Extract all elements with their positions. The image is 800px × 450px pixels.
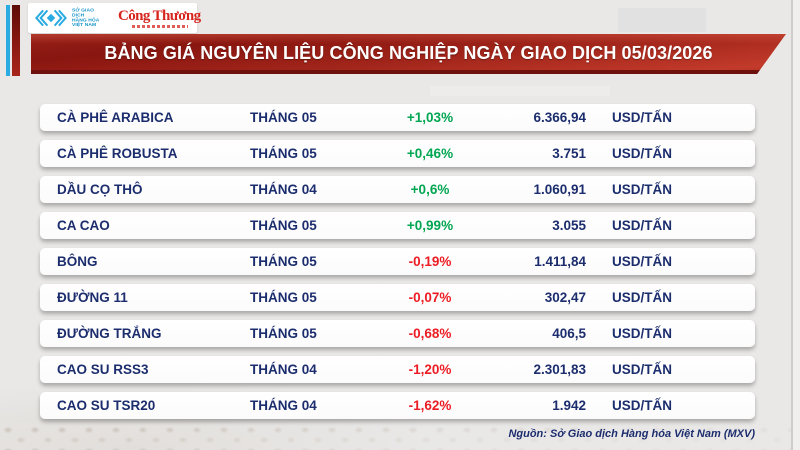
cell-price: 6.366,94 <box>533 110 586 125</box>
cell-change: -1,62% <box>408 398 452 413</box>
cell-unit: USD/TẤN <box>612 182 672 197</box>
cell-change: +1,03% <box>406 110 454 125</box>
congthuong-logo: Công Thương <box>118 7 201 28</box>
cell-month: THÁNG 05 <box>250 254 317 269</box>
cell-unit: USD/TẤN <box>612 218 672 233</box>
cell-unit: USD/TẤN <box>612 146 672 161</box>
table-row: CAO SU TSR20 THÁNG 04 -1,62% 1.942 USD/TẤN <box>40 392 755 419</box>
cell-month: THÁNG 05 <box>250 290 317 305</box>
congthuong-logo-text: Công Thương <box>118 7 201 24</box>
cell-unit: USD/TẤN <box>612 362 672 377</box>
cell-price: 1.411,84 <box>534 254 586 269</box>
table-row: CÀ PHÊ ARABICA THÁNG 05 +1,03% 6.366,94 USD/… <box>40 104 755 131</box>
table-row: CAO SU RSS3 THÁNG 04 -1,20% 2.301,83 USD/TẤN <box>40 356 755 383</box>
logo-card: SỞ GIAO DỊCH HÀNG HÓA VIỆT NAM Công Thươ… <box>28 3 201 33</box>
cell-unit: USD/TẤN <box>612 326 672 341</box>
cell-change: -0,07% <box>408 290 452 305</box>
page-title: BẢNG GIÁ NGUYÊN LIỆU CÔNG NGHIỆP NGÀY GI… <box>104 42 713 63</box>
cell-month: THÁNG 05 <box>250 110 317 125</box>
left-accent-bar-cyan <box>6 5 10 76</box>
mxv-line: VIỆT NAM <box>72 22 97 28</box>
background-blob <box>618 8 706 32</box>
cell-month: THÁNG 05 <box>250 146 317 161</box>
table-row: BÔNG THÁNG 05 -0,19% 1.411,84 USD/TẤN <box>40 248 755 275</box>
cell-change: +0,6% <box>410 182 450 197</box>
mxv-line: HÀNG HÓA <box>72 18 100 23</box>
table-row: ĐƯỜNG TRẮNG THÁNG 05 -0,68% 406,5 USD/TẤN <box>40 320 755 347</box>
cell-name: CA CAO <box>57 218 110 233</box>
cell-name: CÀ PHÊ ROBUSTA <box>57 146 178 161</box>
cell-price: 1.942 <box>552 398 586 413</box>
cell-price: 302,47 <box>544 290 586 305</box>
mxv-logo-icon <box>35 9 67 27</box>
cell-name: ĐƯỜNG TRẮNG <box>57 326 162 341</box>
cell-name: ĐƯỜNG 11 <box>57 290 128 305</box>
cell-price: 3.751 <box>552 146 586 161</box>
table-row: DẦU CỌ THÔ THÁNG 04 +0,6% 1.060,91 USD/TẤN <box>40 176 755 203</box>
cell-month: THÁNG 04 <box>250 182 317 197</box>
cell-name: DẦU CỌ THÔ <box>57 182 143 197</box>
cell-change: -0,19% <box>408 254 452 269</box>
mxv-line: SỞ GIAO DỊCH <box>72 8 94 18</box>
cell-month: THÁNG 05 <box>250 326 317 341</box>
cell-price: 1.060,91 <box>533 182 586 197</box>
cell-month: THÁNG 04 <box>250 398 317 413</box>
table-row: CÀ PHÊ ROBUSTA THÁNG 05 +0,46% 3.751 USD/TẤN <box>40 140 755 167</box>
cell-price: 3.055 <box>552 218 586 233</box>
cell-price: 2.301,83 <box>533 362 586 377</box>
cell-unit: USD/TẤN <box>612 398 672 413</box>
right-edge-line <box>791 0 793 450</box>
cell-month: THÁNG 05 <box>250 218 317 233</box>
cell-unit: USD/TẤN <box>612 254 672 269</box>
title-banner: BẢNG GIÁ NGUYÊN LIỆU CÔNG NGHIỆP NGÀY GI… <box>31 34 786 74</box>
cell-change: -0,68% <box>408 326 452 341</box>
cell-name: BÔNG <box>57 254 98 269</box>
coffee-beans-watermark <box>0 423 800 450</box>
cell-name: CAO SU RSS3 <box>57 362 149 377</box>
table-row: ĐƯỜNG 11 THÁNG 05 -0,07% 302,47 USD/TẤN <box>40 284 755 311</box>
congthuong-tagline <box>132 24 188 28</box>
cell-unit: USD/TẤN <box>612 110 672 125</box>
background-blob <box>430 86 610 96</box>
cell-change: +0,99% <box>406 218 454 233</box>
cell-change: -1,20% <box>408 362 452 377</box>
cell-month: THÁNG 04 <box>250 362 317 377</box>
cell-unit: USD/TẤN <box>612 290 672 305</box>
cell-price: 406,5 <box>552 326 586 341</box>
cell-name: CÀ PHÊ ARABICA <box>57 110 174 125</box>
left-accent-bar-red <box>12 5 20 76</box>
mxv-logo-text: SỞ GIAO DỊCH HÀNG HÓA VIỆT NAM <box>72 8 106 28</box>
cell-name: CAO SU TSR20 <box>57 398 156 413</box>
source-note: Nguồn: Sở Giao dịch Hàng hóa Việt Nam (M… <box>508 428 755 440</box>
right-edge-strip <box>793 0 800 450</box>
price-table: CÀ PHÊ ARABICA THÁNG 05 +1,03% 6.366,94 USD/… <box>40 104 755 428</box>
table-row: CA CAO THÁNG 05 +0,99% 3.055 USD/TẤN <box>40 212 755 239</box>
cell-change: +0,46% <box>406 146 454 161</box>
